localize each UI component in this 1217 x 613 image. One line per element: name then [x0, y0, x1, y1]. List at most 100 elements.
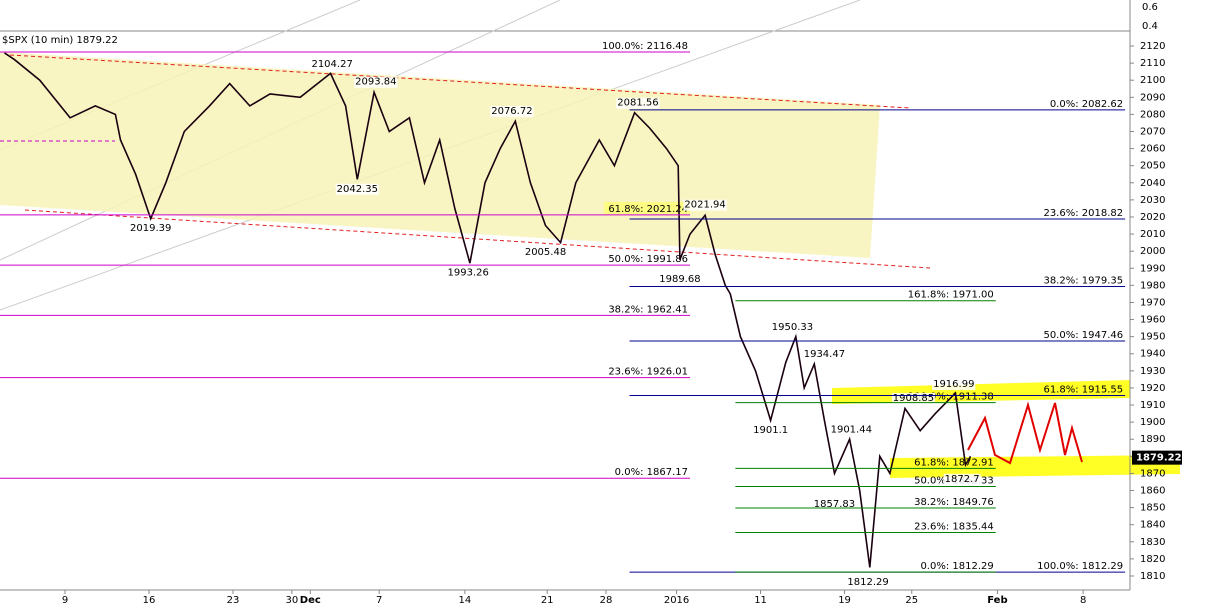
price-label: 1993.26: [448, 268, 489, 279]
panel-tick-label: 0.6: [1142, 2, 1158, 13]
price-label: 1812.29: [847, 577, 888, 588]
highlight: [604, 202, 690, 214]
y-tick-label: 2030: [1140, 195, 1165, 206]
y-tick-label: 1960: [1140, 315, 1165, 326]
price-label: 1872.7: [945, 474, 980, 485]
fib-label: 100.0%: 1812.29: [1037, 561, 1123, 572]
x-tick-label: 28: [600, 595, 613, 606]
price-label: 1908.85: [893, 393, 934, 404]
price-label-bg: [354, 76, 398, 88]
price-label-bg: [932, 379, 976, 391]
last-price-label: 1879.22: [1136, 453, 1182, 464]
y-tick-label: 2110: [1140, 58, 1165, 69]
fib-label: 50.0%: 1947.46: [1043, 330, 1123, 341]
price-label: 2093.84: [355, 77, 396, 88]
y-tick-label: 1860: [1140, 486, 1165, 497]
y-tick-label: 2050: [1140, 161, 1165, 172]
price-label: 2104.27: [311, 59, 352, 70]
price-label-bg: [658, 273, 702, 285]
highlight-band: [890, 455, 1180, 478]
projection: [967, 401, 1083, 465]
y-tick-label: 1890: [1140, 434, 1165, 445]
x-tick-label: 30: [285, 595, 298, 606]
y-tick-label: 2090: [1140, 92, 1165, 103]
fib-label: 38.2%: 1962.41: [608, 304, 688, 315]
fib-label: 0.0%: 1867.17: [615, 467, 688, 478]
x-tick-label: 14: [459, 595, 472, 606]
price-label-bg: [616, 97, 660, 109]
last-price-box: [1132, 450, 1182, 465]
y-tick-label: 1940: [1140, 349, 1165, 360]
price-label: 1857.83: [814, 499, 855, 510]
price-label: 2021.94: [684, 200, 725, 211]
price-label-bg: [490, 106, 534, 118]
y-tick-label: 1980: [1140, 280, 1165, 291]
x-tick-label: 19: [838, 595, 851, 606]
y-tick-label: 1820: [1140, 554, 1165, 565]
x-tick-label: 23: [227, 595, 240, 606]
price-label-bg: [812, 499, 857, 511]
y-tick-label: 1850: [1140, 503, 1165, 514]
fib-label: 23.6%: 1835.44: [914, 521, 994, 532]
price-label-bg: [802, 349, 847, 361]
price-label-bg: [943, 473, 981, 485]
price-label: 2019.39: [130, 223, 171, 234]
fib-label: 0.0%: 2082.62: [1050, 99, 1123, 110]
price-label: 1989.68: [659, 274, 700, 285]
panel-tick-label: 0.4: [1142, 21, 1158, 32]
price-label-bg: [683, 199, 727, 211]
y-tick-label: 1930: [1140, 366, 1165, 377]
y-tick-label: 1830: [1140, 537, 1165, 548]
x-tick-label: Feb: [987, 595, 1007, 606]
price-label-bg: [829, 424, 873, 436]
price-label-bg: [335, 183, 380, 195]
price-label: 1901.1: [753, 425, 788, 436]
fib-label: 38.2%: 1979.35: [1043, 275, 1123, 286]
price-label: 2005.48: [525, 247, 566, 258]
y-tick-label: 1990: [1140, 263, 1165, 274]
price-label: 1901.44: [831, 425, 872, 436]
price-label: 1916.99: [933, 379, 974, 390]
fib-label: 100.0%: 2116.48: [602, 41, 688, 52]
y-tick-label: 2100: [1140, 75, 1165, 86]
price-line: [4, 52, 972, 568]
fib-label: 23.6%: 1926.01: [608, 367, 688, 378]
price-label-bg: [846, 577, 890, 589]
fib-label: 50.0%: 1991.86: [608, 254, 688, 265]
price-label-bg: [752, 425, 790, 437]
price-label: 2081.56: [617, 98, 658, 109]
price-label: 2042.35: [337, 184, 378, 195]
chart-title: $SPX (10 min) 1879.22: [2, 35, 118, 46]
y-tick-label: 2040: [1140, 178, 1165, 189]
fib-label: 61.8%: 1915.55: [1043, 385, 1123, 396]
fib-label: 23.6%: 2018.82: [1043, 208, 1123, 219]
fib-label: 161.8%: 1971.00: [908, 290, 994, 301]
y-tick-label: 2070: [1140, 126, 1165, 137]
y-tick-label: 2120: [1140, 41, 1165, 52]
price-label-bg: [770, 322, 815, 334]
y-tick-label: 2010: [1140, 229, 1165, 240]
x-tick-label: 2016: [664, 595, 689, 606]
channel-line: [9, 54, 911, 109]
x-tick-label: 21: [541, 595, 554, 606]
y-tick-label: 1810: [1140, 571, 1165, 582]
x-tick-label: 7: [376, 595, 382, 606]
price-label-bg: [446, 267, 490, 279]
y-tick-label: 2000: [1140, 246, 1165, 257]
y-tick-label: 1970: [1140, 297, 1165, 308]
x-tick-label: 25: [905, 595, 918, 606]
price-label-bg: [310, 58, 354, 70]
y-tick-label: 1950: [1140, 332, 1165, 343]
y-tick-label: 1900: [1140, 417, 1165, 428]
fib-label: 38.2%: 1849.76: [914, 497, 994, 508]
y-tick-label: 1920: [1140, 383, 1165, 394]
fib-label: 61.8%: 2021.24: [608, 204, 688, 215]
x-tick-label: 9: [62, 595, 68, 606]
fib-label: 61.8%: 1872.91: [914, 457, 994, 468]
y-tick-label: 2080: [1140, 109, 1165, 120]
x-tick-label: 16: [143, 595, 156, 606]
x-tick-label: 11: [754, 595, 767, 606]
price-label: 1950.33: [772, 322, 813, 333]
y-tick-label: 1840: [1140, 520, 1165, 531]
